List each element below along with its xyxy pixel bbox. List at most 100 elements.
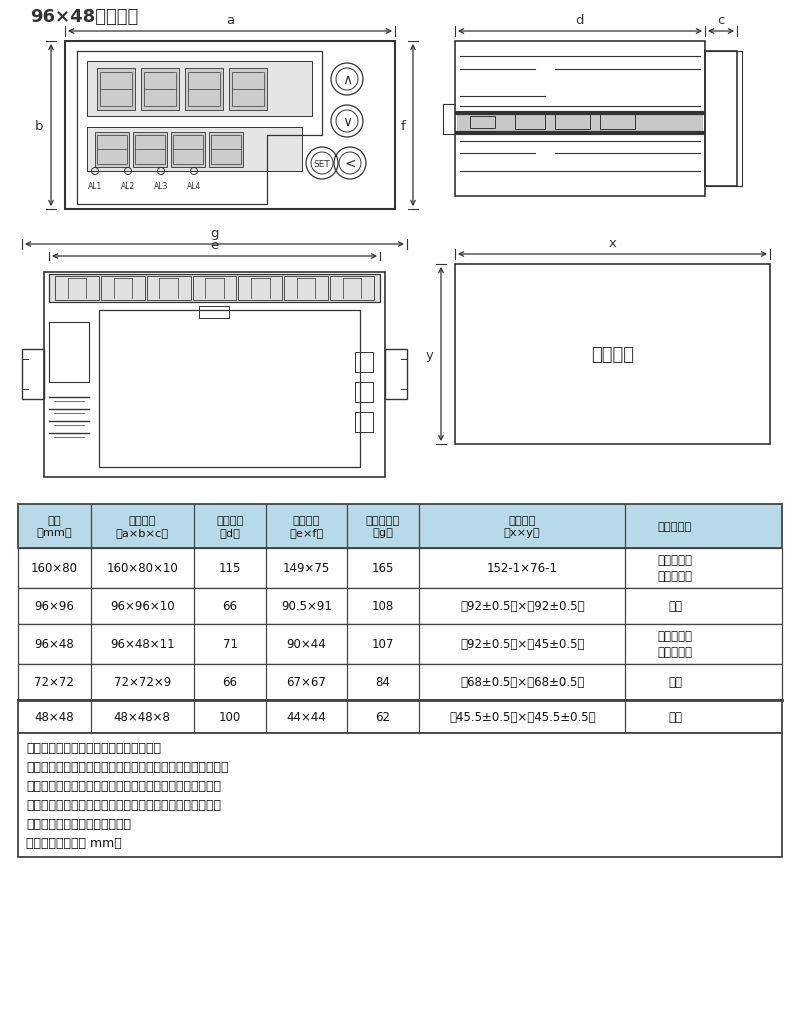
Bar [209, 132, 243, 168]
Bar [238, 277, 282, 300]
Text: ∨: ∨ [342, 115, 352, 128]
Text: 48×48×8: 48×48×8 [114, 711, 170, 723]
Bar [18, 625, 782, 664]
Text: 开孔尺寸：建议机柜开孔尺寸。: 开孔尺寸：建议机柜开孔尺寸。 [26, 817, 131, 830]
Text: 62: 62 [375, 711, 390, 723]
Text: AL3: AL3 [154, 182, 168, 191]
Bar [18, 664, 782, 701]
Text: 66: 66 [222, 600, 238, 613]
Text: 96×48×11: 96×48×11 [110, 638, 174, 651]
Text: 160×80: 160×80 [30, 562, 78, 575]
Text: 横式：左右
竖式：上下: 横式：左右 竖式：上下 [658, 630, 693, 659]
Text: 横式：左右
竖式：上下: 横式：左右 竖式：上下 [658, 554, 693, 583]
Text: 96×48尺寸付表: 96×48尺寸付表 [30, 8, 138, 26]
Text: d: d [576, 14, 584, 27]
Bar [185, 69, 223, 111]
Bar [22, 350, 44, 399]
Bar [49, 323, 89, 382]
Bar [199, 306, 229, 318]
Text: 96×96: 96×96 [34, 600, 74, 613]
Bar [55, 277, 99, 300]
Text: f: f [400, 119, 405, 132]
Text: （92±0.5）×（92±0.5）: （92±0.5）×（92±0.5） [460, 600, 585, 613]
Text: 152-1×76-1: 152-1×76-1 [486, 562, 558, 575]
Text: 上下: 上下 [668, 675, 682, 688]
Text: 四周: 四周 [668, 711, 682, 723]
Text: 90.5×91: 90.5×91 [281, 600, 332, 613]
Text: 149×75: 149×75 [282, 562, 330, 575]
Text: AL4: AL4 [187, 182, 201, 191]
Text: b: b [34, 119, 43, 132]
Text: 以上尺寸单位均为 mm。: 以上尺寸单位均为 mm。 [26, 836, 122, 849]
Text: 加支架尺寸
（g）: 加支架尺寸 （g） [366, 516, 400, 538]
Bar [87, 62, 312, 117]
Bar [355, 412, 373, 433]
Bar [101, 277, 145, 300]
Text: （68±0.5）×（68±0.5）: （68±0.5）×（68±0.5） [460, 675, 585, 688]
Text: x: x [609, 237, 617, 250]
Text: 开孔尺寸: 开孔尺寸 [591, 346, 634, 364]
Text: 67×67: 67×67 [286, 675, 326, 688]
Bar [18, 588, 782, 625]
Bar [457, 114, 703, 133]
Text: 108: 108 [372, 600, 394, 613]
Bar [18, 504, 782, 548]
Bar [171, 132, 205, 168]
Text: 66: 66 [222, 675, 238, 688]
Bar [18, 733, 782, 857]
Text: 96×48: 96×48 [34, 638, 74, 651]
Bar [705, 52, 737, 187]
Text: 机身深度：盘装机柜内部付表深度尺寸，用于机柜深度参考。: 机身深度：盘装机柜内部付表深度尺寸，用于机柜深度参考。 [26, 760, 229, 773]
Text: 72×72: 72×72 [34, 675, 74, 688]
Text: 机身深度
（d）: 机身深度 （d） [216, 516, 244, 538]
Bar [284, 277, 328, 300]
Bar [193, 277, 237, 300]
Bar [97, 69, 135, 111]
Text: 48×48: 48×48 [34, 711, 74, 723]
Text: 115: 115 [219, 562, 241, 575]
Text: c: c [718, 14, 725, 27]
Text: 面板尺寸：盘装机柜外部付表面板尺寸。: 面板尺寸：盘装机柜外部付表面板尺寸。 [26, 741, 161, 754]
Text: AL1: AL1 [88, 182, 102, 191]
Text: 100: 100 [219, 711, 241, 723]
Bar [470, 117, 495, 128]
Bar [44, 273, 385, 477]
Text: e: e [210, 239, 218, 252]
Bar [455, 265, 770, 445]
Text: 开孔尺寸
（x×y）: 开孔尺寸 （x×y） [504, 516, 541, 538]
Bar [18, 701, 782, 733]
Bar [515, 114, 545, 129]
Bar [49, 275, 380, 302]
Bar [355, 353, 373, 373]
Text: g: g [210, 226, 218, 240]
Text: 107: 107 [372, 638, 394, 651]
Text: 72×72×9: 72×72×9 [114, 675, 170, 688]
Text: 96×96×10: 96×96×10 [110, 600, 174, 613]
Text: 面板尺寸
（a×b×c）: 面板尺寸 （a×b×c） [115, 516, 169, 538]
Text: AL2: AL2 [121, 182, 135, 191]
Bar [18, 548, 782, 588]
Bar [555, 114, 590, 129]
Bar [600, 114, 635, 129]
Bar [146, 277, 190, 300]
Bar [87, 127, 302, 172]
Text: 机身尺寸：盘装开口处付表截面尺寸，用于机柜开孔参考。: 机身尺寸：盘装开口处付表截面尺寸，用于机柜开孔参考。 [26, 779, 221, 793]
Bar [455, 42, 705, 197]
Text: 160×80×10: 160×80×10 [106, 562, 178, 575]
Text: 机身尺寸
（e×f）: 机身尺寸 （e×f） [290, 516, 323, 538]
Text: 上下: 上下 [668, 600, 682, 613]
Bar [95, 132, 129, 168]
Bar [99, 310, 360, 467]
Text: ∧: ∧ [342, 73, 352, 87]
Text: （92±0.5）×（45±0.5）: （92±0.5）×（45±0.5） [460, 638, 585, 651]
Text: 安装架位置: 安装架位置 [658, 522, 692, 532]
Text: 规格
（mm）: 规格 （mm） [37, 516, 72, 538]
Bar [141, 69, 179, 111]
Text: 84: 84 [375, 675, 390, 688]
Bar [330, 277, 374, 300]
Text: a: a [226, 14, 234, 27]
Bar [65, 42, 395, 210]
Bar [133, 132, 167, 168]
Bar [355, 382, 373, 402]
Text: 90×44: 90×44 [286, 638, 326, 651]
